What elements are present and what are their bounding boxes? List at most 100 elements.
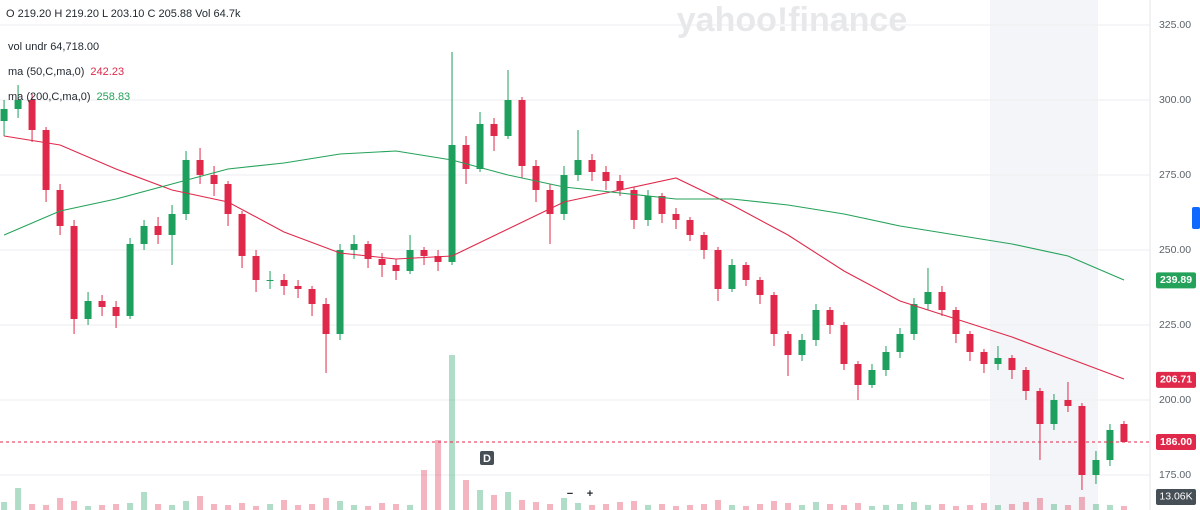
candle-body (406, 249, 414, 271)
volume-tag (1156, 488, 1196, 505)
candle-body (238, 213, 246, 256)
volume-bar (1120, 506, 1127, 510)
volume-bar (323, 498, 330, 510)
legend-value: 242.23 (90, 66, 124, 78)
candle-body (154, 225, 162, 235)
candle-body (266, 279, 274, 281)
volume-bar (477, 490, 484, 510)
legend-value: 258.83 (97, 91, 131, 103)
volume-bar (449, 355, 456, 510)
volume-bar (253, 506, 260, 510)
candle-body (700, 234, 708, 250)
volume-bar (1078, 496, 1085, 510)
ohlc-header: O 219.20 H 219.20 L 203.10 C 205.88 Vol … (6, 8, 241, 20)
candle-body (1022, 369, 1030, 391)
volume-bar (99, 505, 106, 510)
candle-body (686, 219, 694, 235)
volume-bar (547, 504, 554, 510)
candle-body (364, 243, 372, 259)
candle-body (798, 339, 806, 355)
candle-body (322, 303, 330, 334)
volume-bar (1, 502, 8, 510)
control-label[interactable]: D (483, 453, 491, 465)
volume-bar (980, 503, 987, 510)
volume-bar (840, 505, 847, 510)
candle-body (980, 351, 988, 364)
volume-bar (393, 504, 400, 510)
watermark: yahoo!finance (677, 1, 907, 39)
candle-body (84, 300, 92, 319)
volume-bar (365, 506, 372, 510)
volume-bar (952, 506, 959, 510)
candle-body (784, 333, 792, 355)
candle-body (126, 243, 134, 316)
volume-bar (812, 502, 819, 510)
candle-body (210, 174, 218, 184)
control-label[interactable]: − (567, 488, 573, 500)
volume-bar (533, 502, 540, 510)
price-tag-label: 206.71 (1160, 374, 1192, 386)
legend-name: ma (50,C,ma,0) (8, 66, 84, 78)
candle-body (630, 189, 638, 220)
y-tick-label: 325.00 (1159, 19, 1191, 31)
candle-body (658, 195, 666, 214)
candle-body (448, 144, 456, 262)
candle-body (728, 264, 736, 289)
candle-body (336, 249, 344, 334)
price-tag (1156, 433, 1196, 450)
candle-body (882, 351, 890, 370)
candle-body (1078, 405, 1086, 475)
volume-bar (183, 501, 190, 510)
candle-body (56, 189, 64, 226)
y-tick-label: 225.00 (1159, 319, 1191, 331)
candle-body (490, 123, 498, 136)
volume-bar (603, 504, 610, 510)
candle-body (518, 99, 526, 166)
candle-body (756, 279, 764, 295)
volume-bar (197, 496, 204, 510)
volume-bar (561, 498, 568, 510)
candle-body (308, 288, 316, 304)
candle-body (672, 213, 680, 220)
volume-bar (882, 505, 889, 510)
candle-body (378, 258, 386, 265)
candle-body (574, 159, 582, 175)
legend-name: ma (200,C,ma,0) (8, 91, 91, 103)
candle-body (532, 165, 540, 190)
volume-bar (1050, 504, 1057, 510)
volume-bar (868, 506, 875, 510)
candle-body (0, 108, 8, 121)
candle-body (812, 309, 820, 340)
volume-bar (15, 488, 22, 510)
candle-body (742, 264, 750, 280)
volume-bar (770, 501, 777, 510)
volume-bar (896, 504, 903, 510)
candle-body (854, 363, 862, 385)
volume-bar (687, 505, 693, 510)
candle-body (966, 333, 974, 352)
price-tag (1156, 272, 1196, 289)
volume-bar (617, 502, 624, 510)
candle-body (910, 303, 918, 334)
candle-body (560, 174, 568, 214)
volume-bar (728, 505, 735, 510)
volume-bar (267, 504, 274, 510)
control-label[interactable]: + (587, 488, 593, 500)
candle-body (434, 255, 442, 262)
volume-bar (756, 504, 763, 510)
volume-bar (407, 505, 414, 510)
y-tick-label: 175.00 (1159, 469, 1191, 481)
control-button[interactable] (480, 451, 494, 465)
volume-bar (71, 501, 78, 510)
candle-body (112, 306, 120, 316)
volume-bar (113, 504, 120, 510)
volume-bar (435, 440, 442, 510)
side-tab[interactable] (1192, 207, 1200, 229)
y-tick-label: 250.00 (1159, 244, 1191, 256)
volume-bar (337, 501, 344, 510)
candle-body (840, 324, 848, 364)
candle-body (14, 99, 22, 109)
candle-body (28, 99, 36, 130)
volume-bar (155, 504, 162, 510)
candle-body (868, 369, 876, 385)
